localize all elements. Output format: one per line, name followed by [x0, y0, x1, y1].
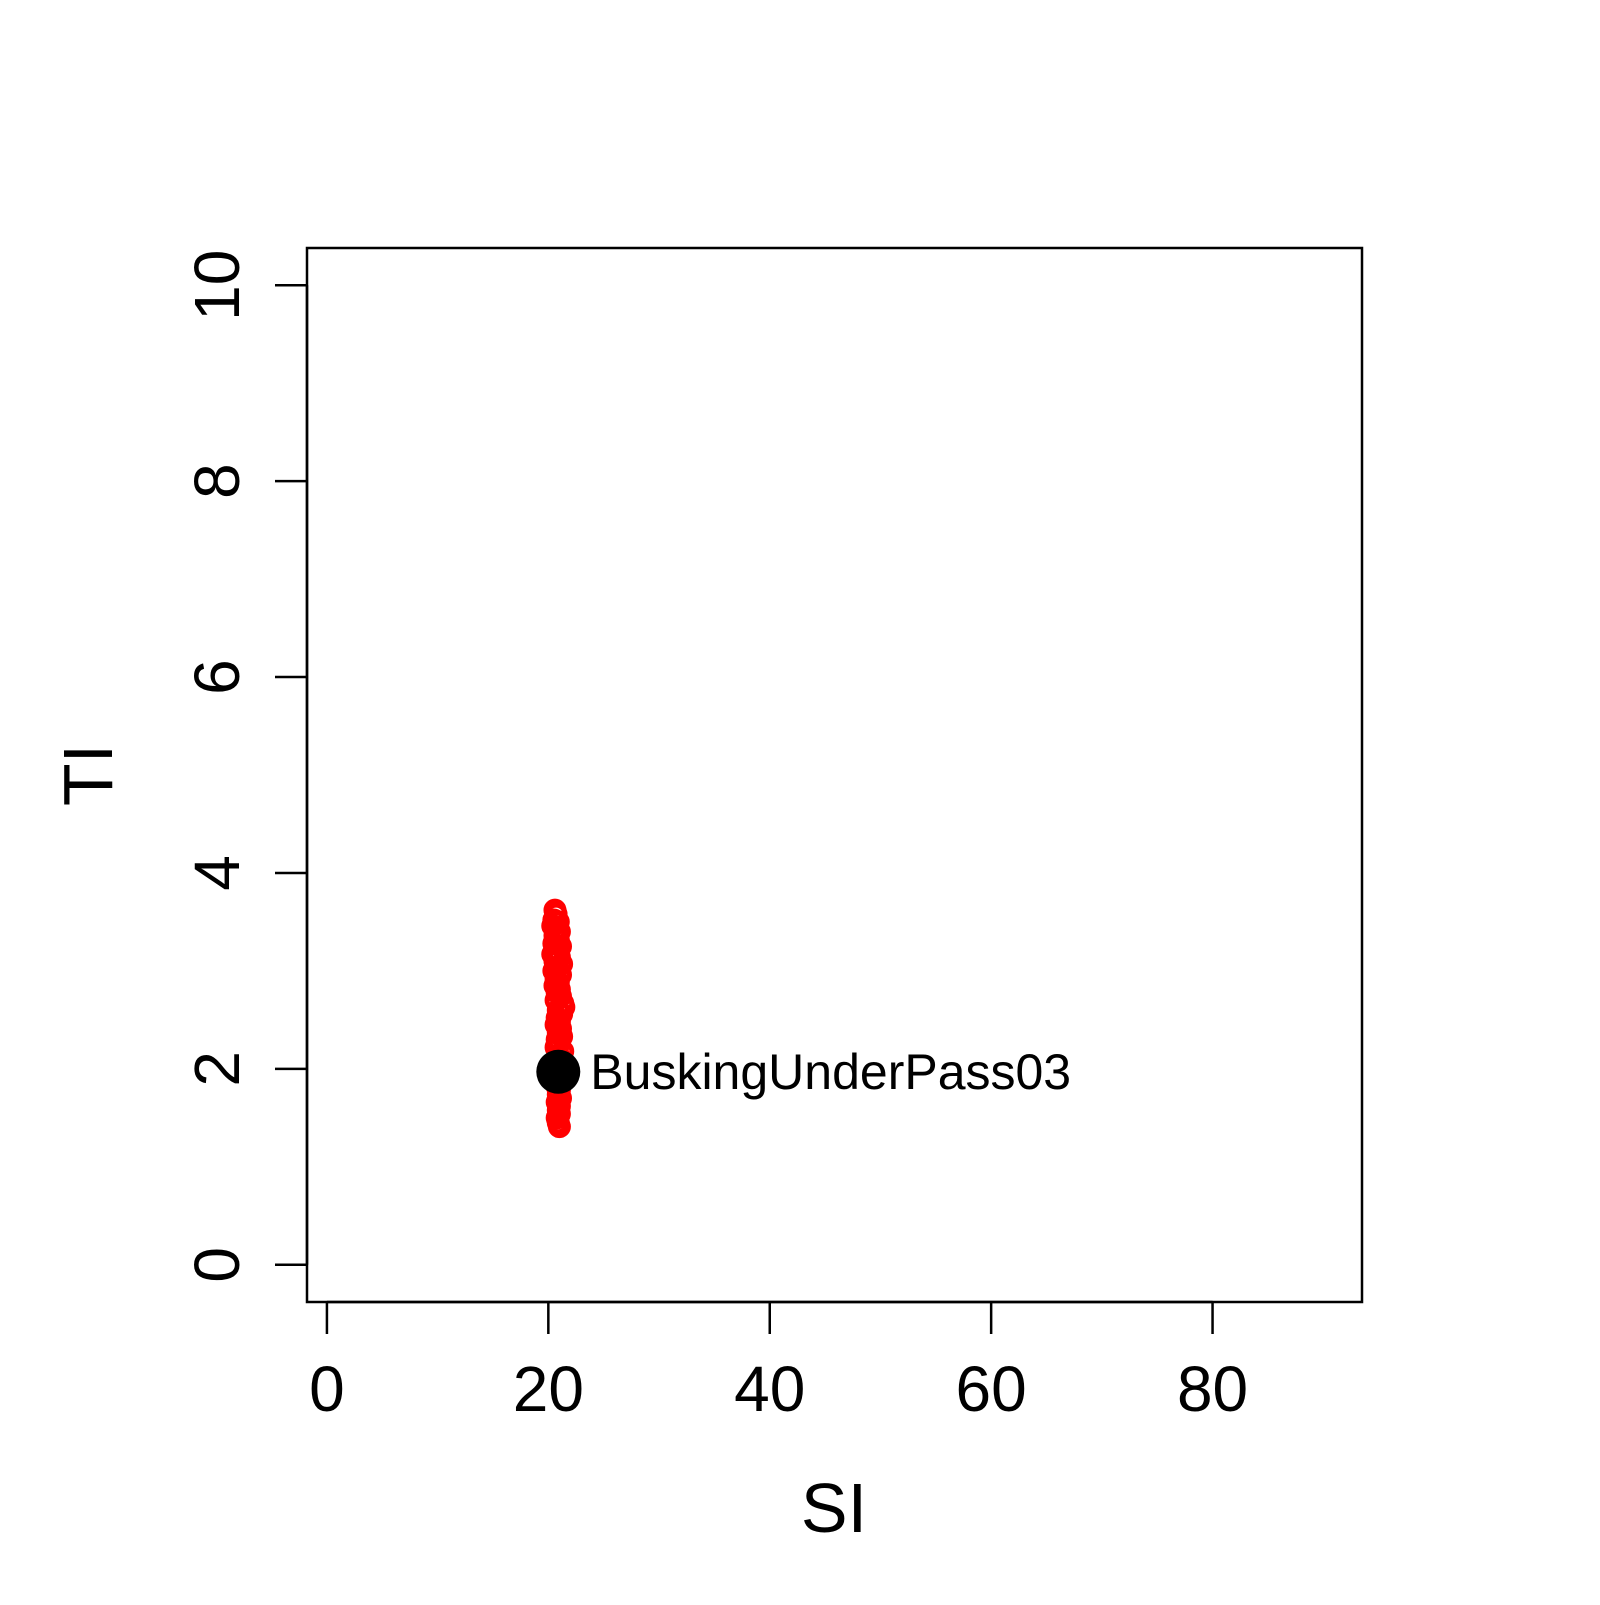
y-tick-label: 0: [181, 1247, 253, 1283]
x-tick-label: 40: [734, 1353, 805, 1425]
plot-frame: [305, 246, 1364, 1304]
y-tick-label: 4: [181, 855, 253, 891]
y-tick-label: 10: [181, 250, 253, 321]
y-axis-title: TI: [49, 744, 127, 806]
point-label: BuskingUnderPass03: [590, 1044, 1071, 1100]
x-axis-title: SI: [801, 1469, 867, 1547]
y-tick-label: 8: [181, 463, 253, 499]
x-axis: 0 20 40 60 80: [309, 1300, 1248, 1425]
highlighted-point-series: BuskingUnderPass03: [536, 1044, 1071, 1100]
x-tick-label: 20: [513, 1353, 584, 1425]
y-tick-label: 6: [181, 659, 253, 695]
x-tick-label: 80: [1177, 1353, 1248, 1425]
x-tick-label: 0: [309, 1353, 345, 1425]
x-tick-label: 60: [956, 1353, 1027, 1425]
red-point-series: [541, 898, 576, 1139]
data-point: [547, 1115, 571, 1139]
highlighted-data-point: [536, 1049, 581, 1094]
y-axis: 0 2 4 6 8 10: [181, 250, 309, 1283]
y-tick-label: 2: [181, 1051, 253, 1087]
